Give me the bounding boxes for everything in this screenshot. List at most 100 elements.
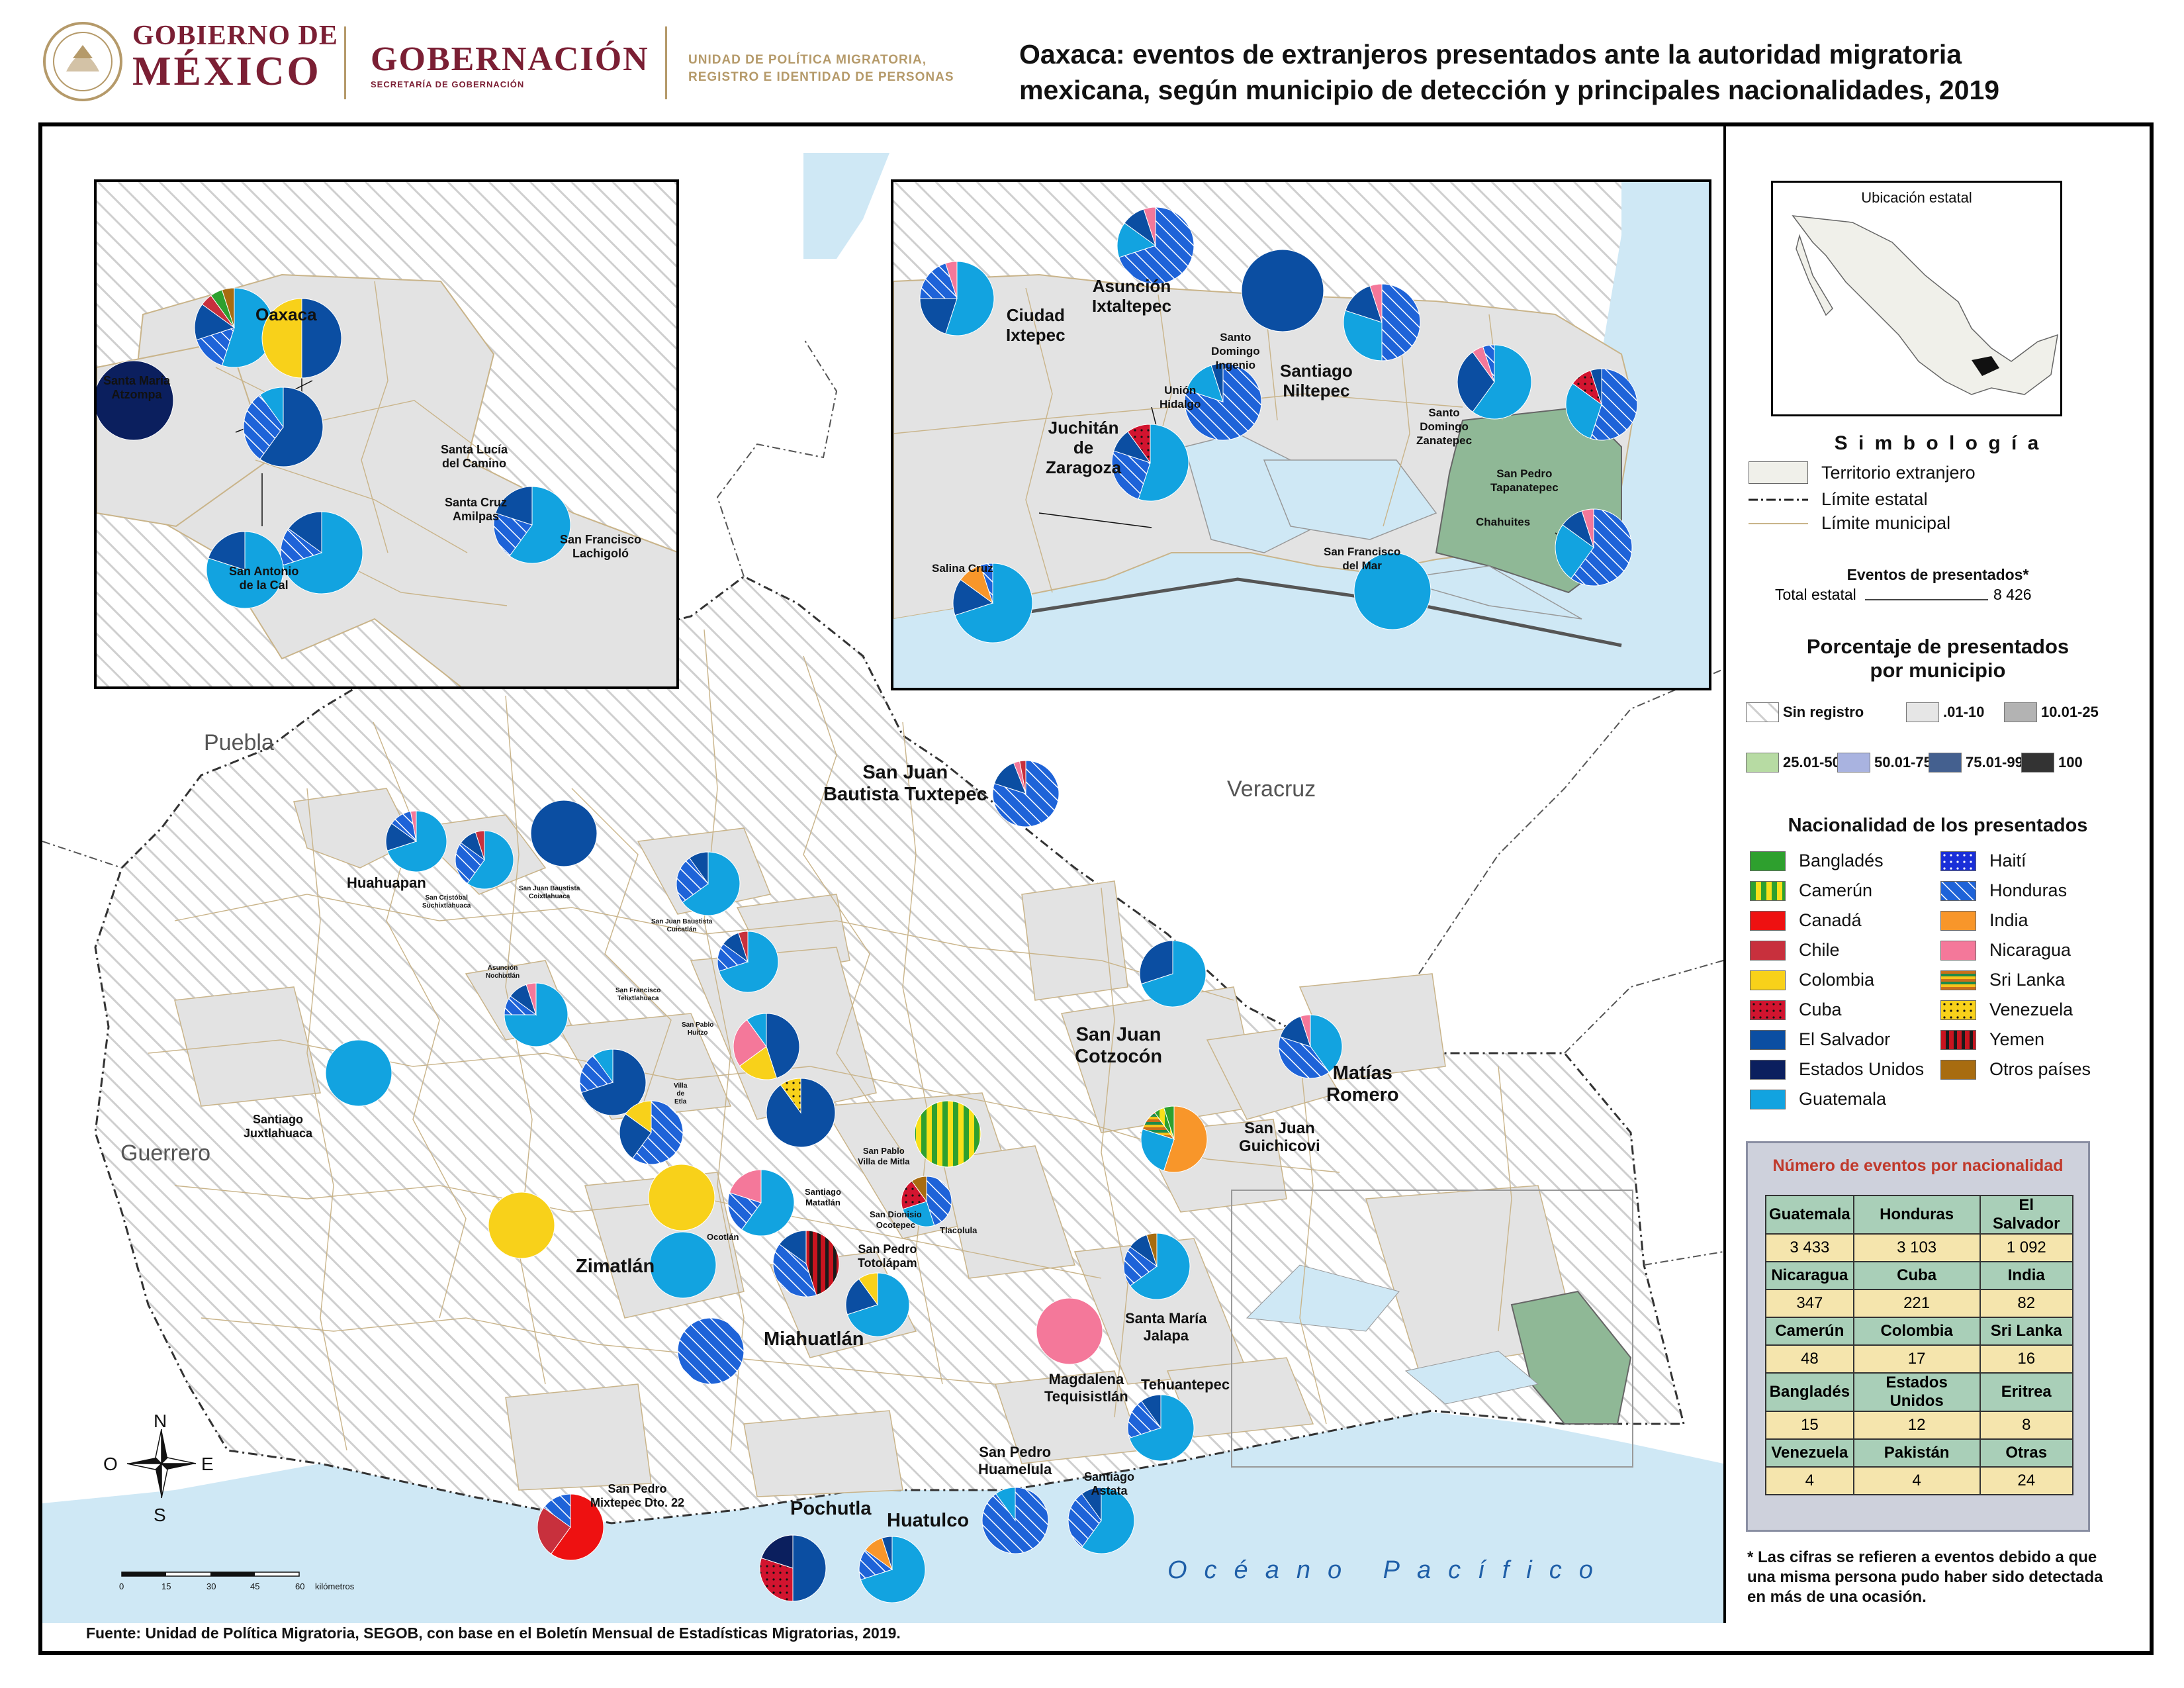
pie-slice <box>495 486 533 526</box>
nat-legend-item: Chile <box>1750 940 1840 961</box>
state-label-veracruz: Veracruz <box>1227 776 1316 802</box>
nat-table-header: Honduras <box>1852 1195 1981 1235</box>
footnote: * Las cifras se refieren a eventos debid… <box>1747 1548 2103 1606</box>
municipal-limit-line-icon <box>1749 522 1808 524</box>
pie-slice <box>648 1164 715 1231</box>
pie-slice <box>387 810 447 872</box>
pie-slice <box>1457 351 1495 413</box>
nat-legend-item: Honduras <box>1940 880 2067 901</box>
pie-slice <box>619 1113 652 1159</box>
inset-isthmus: Asunción Ixtaltepec Ciudad Ixtepec Santo Do… <box>891 179 1711 690</box>
nat-table-value: 17 <box>1852 1344 1981 1374</box>
pie-slice <box>746 1013 767 1048</box>
pie-slice <box>259 387 324 467</box>
label-tlacolula: Tlacolula <box>940 1225 978 1235</box>
pct-title: Porcentaje de presentados por municipio <box>1806 635 2070 682</box>
label-matatlan: Santiago Matatlán <box>805 1187 841 1207</box>
pie-slice <box>1140 940 1206 1008</box>
gobernacion-subtitle: SECRETARÍA DE GOBERNACIÓN <box>371 79 525 89</box>
pie-slice <box>1146 1233 1158 1267</box>
location-map-title: Ubicación estatal <box>1861 189 1972 206</box>
pie-symbol <box>579 1049 647 1116</box>
nat-swatch <box>1750 910 1786 931</box>
pie-symbol <box>493 486 571 564</box>
pie-slice <box>1081 1487 1135 1554</box>
label-cotzocon: San Juan Cotzocón <box>1075 1024 1163 1067</box>
label-nochixtlan: Asunción Nochixtlán <box>486 964 520 980</box>
nat-label: India <box>1989 910 2028 930</box>
logo-divider <box>344 26 346 99</box>
nat-swatch <box>1750 1029 1786 1050</box>
nat-table-value: 8 <box>1979 1411 2073 1440</box>
inset-isthmus-map <box>893 182 1709 688</box>
pct-class-75-99: 75.01-99 <box>1929 753 2023 773</box>
pie-symbol <box>727 1169 795 1237</box>
inset1-label-santa-lucia: Santa Lucía del Camino <box>441 443 508 470</box>
nat-label: Chile <box>1799 940 1840 960</box>
gobierno-line2: MÉXICO <box>132 49 322 94</box>
pie-slice <box>1353 552 1432 630</box>
nat-legend-item: Guatemala <box>1750 1089 1886 1109</box>
pie-symbol <box>325 1039 392 1107</box>
pie-slice <box>952 579 994 616</box>
label-tuxtepec: San Juan Bautista Tuxtepec <box>823 762 987 805</box>
pie-slice <box>509 486 571 564</box>
inset1-label-oaxaca: Oaxaca <box>255 305 317 324</box>
pie-slice <box>1555 524 1594 579</box>
events-title: Eventos de presentados* <box>1846 566 2029 583</box>
label-matias-romero: Matías Romero <box>1326 1062 1399 1105</box>
pie-slice <box>738 931 749 962</box>
pie-symbol <box>280 511 363 594</box>
nat-swatch <box>1750 970 1786 990</box>
label-totolapam: San Pedro Totolápam <box>858 1243 917 1270</box>
nat-title: Nacionalidad de los presentados <box>1788 815 2088 836</box>
location-map: Ubicación estatal <box>1771 181 2062 416</box>
pie-slice <box>729 1169 762 1203</box>
pie-slice <box>1310 1014 1343 1073</box>
compass-n: N <box>154 1411 167 1431</box>
label-miahuatlan: Miahuatlán <box>764 1329 864 1350</box>
nat-table-value: 347 <box>1765 1289 1854 1318</box>
pie-slice <box>1590 368 1602 405</box>
nat-legend-item: Otros países <box>1940 1059 2091 1080</box>
header: GOBIERNO DE MÉXICO GOBERNACIÓN SECRETARÍ… <box>0 0 2184 119</box>
label-huahuapan: Huahuapan <box>347 874 426 891</box>
nat-legend-item: Haití <box>1940 851 2026 871</box>
map-area: N S E O 0 15 30 45 60 kilómetros Puebla … <box>42 126 1723 1623</box>
unidad-line1: UNIDAD DE POLÍTICA MIGRATORIA, <box>688 53 927 67</box>
pie-symbol <box>530 800 598 867</box>
swatch-foreign-territory <box>1749 461 1808 484</box>
pie-slice <box>194 304 236 341</box>
inset2-label-zanatepec: Santo Domingo Zanatepec <box>1416 406 1473 447</box>
pie-slice <box>325 1039 392 1107</box>
symbology-state-limit: Límite estatal <box>1749 489 1928 510</box>
pie-slice <box>525 982 537 1015</box>
nat-table-header: Nicaragua <box>1765 1261 1854 1290</box>
pie-slice <box>881 1536 893 1570</box>
pie-slice <box>1140 1128 1175 1172</box>
pie-slice <box>1140 1394 1161 1429</box>
nat-table-header: Colombia <box>1852 1317 1981 1346</box>
pie-symbol <box>919 261 995 336</box>
pie-slice <box>1128 1394 1195 1462</box>
pie-slice <box>1369 283 1383 323</box>
swatch-100 <box>2021 753 2054 773</box>
pie-symbol <box>1127 1394 1195 1462</box>
nat-label: Canadá <box>1799 910 1862 930</box>
pie-slice <box>282 511 363 594</box>
pie-symbol <box>1278 1014 1343 1079</box>
scale-tick-60: 60 <box>295 1581 305 1591</box>
pie-slice <box>592 1049 614 1084</box>
nat-legend-item: Camerún <box>1750 880 1872 901</box>
swatch-75-99 <box>1929 753 1962 773</box>
page-title: Oaxaca: eventos de extranjeros presentad… <box>1019 36 2158 108</box>
nat-table-header: Cuba <box>1852 1261 1981 1290</box>
pie-symbol <box>206 531 284 609</box>
inset-isthmus-pies <box>919 207 1638 643</box>
nat-swatch <box>1750 940 1786 961</box>
pie-slice <box>1127 1400 1161 1439</box>
gobierno-logo: GOBIERNO DE MÉXICO <box>132 20 338 94</box>
pie-slice <box>475 830 485 861</box>
pie-slice <box>901 1180 927 1210</box>
label-ocotlan: Ocotlán <box>707 1232 739 1242</box>
